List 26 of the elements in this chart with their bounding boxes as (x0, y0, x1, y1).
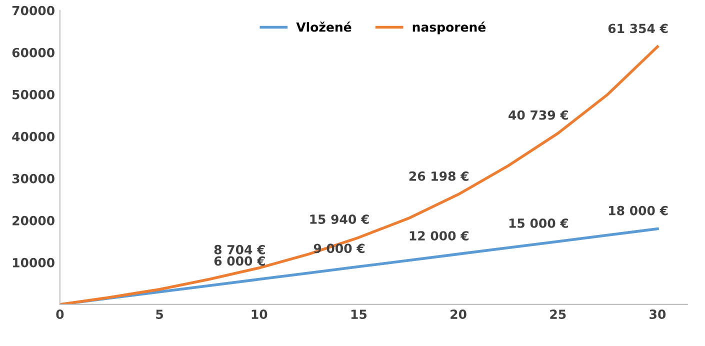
legend-label: nasporené (412, 22, 486, 34)
y-tick-label: 10000 (12, 258, 54, 268)
x-tick-label: 25 (550, 310, 566, 320)
line-series (60, 45, 659, 304)
data-label: 15 940 € (310, 214, 369, 224)
y-tick-label: 20000 (12, 216, 54, 226)
y-tick-label: 60000 (12, 48, 54, 58)
data-label: 12 000 € (410, 231, 468, 241)
x-tick-label: 10 (252, 310, 268, 320)
legend-label: Vložené (296, 22, 352, 32)
x-tick-label: 5 (156, 310, 163, 320)
data-label: 6 000 € (214, 256, 265, 266)
y-tick-label: 70000 (12, 6, 54, 16)
data-label: 18 000 € (609, 206, 668, 216)
x-tick-label: 30 (650, 310, 666, 320)
x-tick-label: 0 (56, 310, 64, 320)
x-tick-label: 15 (351, 310, 367, 320)
data-label: 15 000 € (509, 218, 568, 228)
data-label: 61 354 € (608, 24, 668, 34)
x-tick-label: 20 (450, 310, 466, 320)
data-label: 8 704 € (214, 244, 265, 254)
y-tick-label: 40000 (12, 132, 54, 142)
data-label: 26 198 € (409, 171, 468, 181)
y-tick-label: 30000 (12, 174, 54, 184)
data-label: 40 739 € (508, 110, 568, 120)
y-tick-label: 50000 (12, 90, 54, 100)
